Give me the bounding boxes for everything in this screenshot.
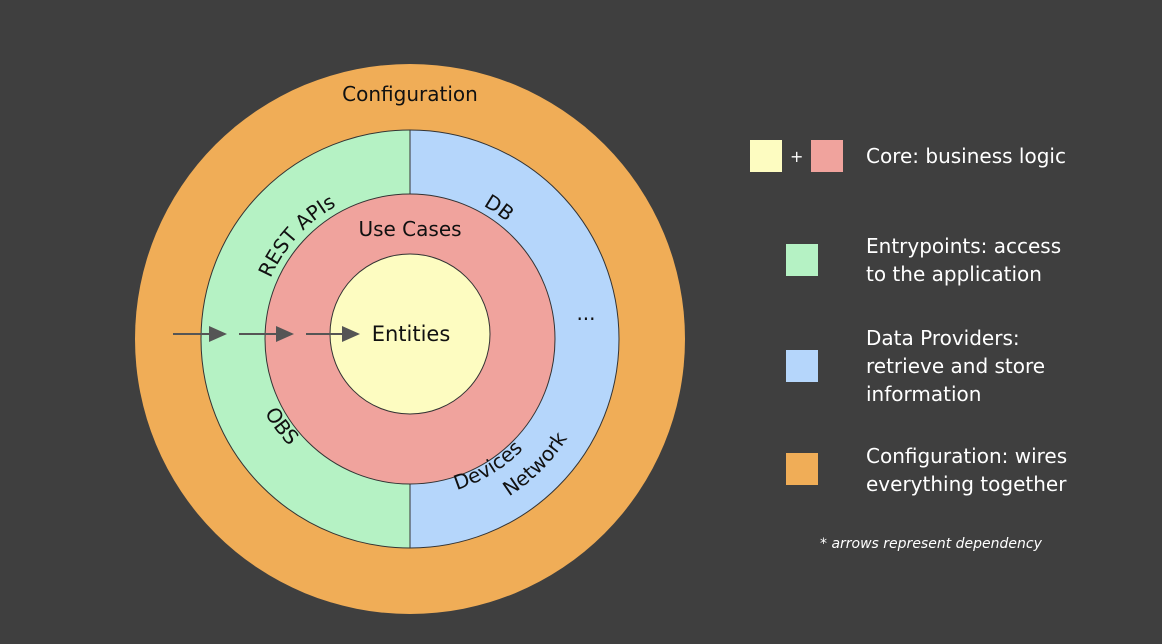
ellipsis-label: ... [576, 301, 595, 325]
clean-architecture-diagram: Configuration REST APIs JOBS DB Network … [0, 0, 685, 614]
use-cases-label: Use Cases [358, 217, 461, 241]
legend-data-providers-text: Data Providers: retrieve and store infor… [866, 326, 1046, 406]
entrypoints-swatch [786, 244, 818, 276]
legend-core-row: + [750, 140, 844, 172]
footnote: * arrows represent dependency [820, 536, 1042, 552]
legend-configuration-row [786, 453, 818, 485]
legend-configuration-text: Configuration: wires everything together [866, 444, 1068, 496]
legend-data-providers-row [786, 350, 818, 382]
entities-swatch [750, 140, 782, 172]
legend-entrypoints-text: Entrypoints: access to the application [866, 234, 1062, 286]
data-providers-swatch [786, 350, 818, 382]
use-cases-swatch [811, 140, 844, 172]
legend-entrypoints-row [786, 244, 818, 276]
entities-label: Entities [372, 322, 451, 346]
configuration-label: Configuration [342, 82, 478, 106]
entrypoints-outline [200, 129, 620, 549]
legend-core-text: Core: business logic [866, 144, 1066, 168]
configuration-swatch [786, 453, 818, 485]
plus-sign: + [790, 146, 804, 166]
